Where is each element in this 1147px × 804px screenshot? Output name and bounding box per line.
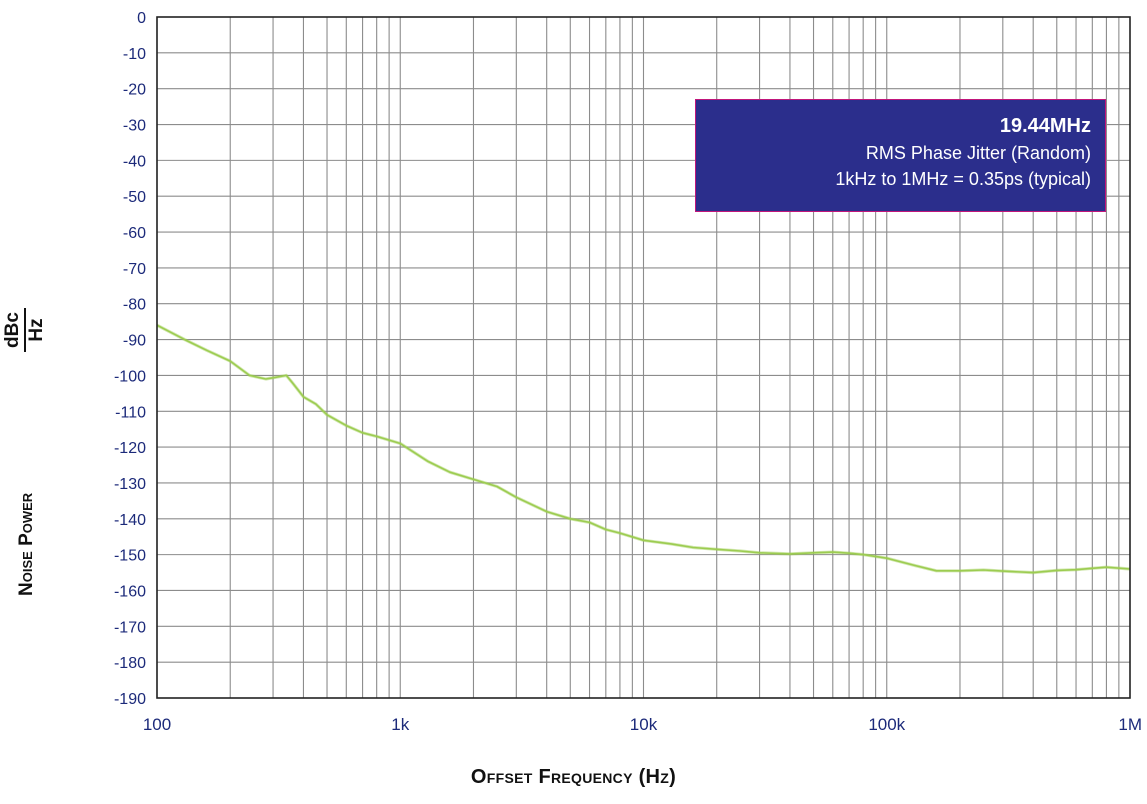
series-layer (156, 323, 1131, 575)
jitter-annotation-box: 19.44MHz RMS Phase Jitter (Random) 1kHz … (695, 99, 1106, 212)
plot-area-frame (156, 16, 1131, 699)
x-tick-label: 10k (630, 715, 658, 734)
y-tick-label: -70 (123, 261, 146, 278)
x-tick-label: 100 (143, 715, 171, 734)
y-tick-label: 0 (137, 10, 146, 27)
y-axis-unit-numerator: dBc (2, 308, 26, 352)
phase-noise-series (156, 324, 1131, 574)
y-tick-label: -150 (114, 548, 146, 565)
x-axis-label: Offset Frequency (Hz) (470, 766, 677, 788)
annotation-frequency: 19.44MHz (999, 115, 1091, 137)
x-tick-label: 1M (1118, 715, 1142, 734)
y-tick-label: -110 (115, 404, 146, 421)
y-tick-label: -140 (114, 512, 146, 529)
annotation-jitter-value: 1kHz to 1MHz = 0.35ps (typical) (835, 169, 1091, 189)
y-axis-title: Noise Power dBc Hz (2, 308, 47, 596)
x-tick-label: 100k (868, 715, 905, 734)
y-tick-label: -20 (123, 82, 146, 99)
y-tick-label: -160 (114, 583, 146, 600)
y-tick-label: -100 (114, 368, 146, 385)
y-axis-unit: dBc Hz (2, 308, 48, 352)
y-tick-label: -50 (123, 189, 146, 206)
x-tick-label: 1k (391, 715, 409, 734)
y-tick-labels: 0 -10 -20 -30 -40 -50 -60 -70 -80 -90 -100 -110 -120… (114, 10, 146, 708)
y-axis-unit-denominator: Hz (26, 318, 47, 342)
y-axis-label: Noise Power (16, 492, 37, 596)
y-tick-label: -80 (123, 297, 146, 314)
y-tick-label: -60 (123, 225, 146, 242)
y-tick-label: -180 (114, 655, 146, 672)
annotation-jitter-type: RMS Phase Jitter (Random) (865, 143, 1091, 163)
y-tick-label: -190 (114, 691, 146, 708)
y-tick-label: -40 (123, 153, 146, 170)
y-tick-label: -90 (123, 333, 146, 350)
y-tick-label: -130 (114, 476, 146, 493)
y-tick-label: -10 (123, 46, 146, 63)
y-tick-label: -170 (114, 619, 146, 636)
y-tick-label: -30 (123, 118, 146, 135)
x-tick-labels: 100 1k 10k 100k 1M (143, 715, 1142, 734)
y-tick-label: -120 (114, 440, 146, 457)
